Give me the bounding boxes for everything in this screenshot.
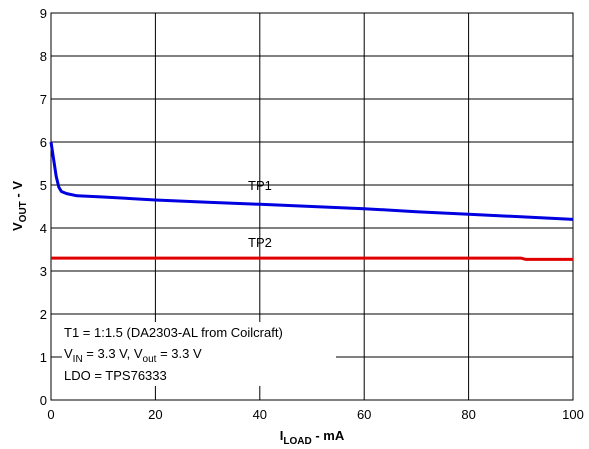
x-axis-label: ILOAD - mA <box>280 428 345 447</box>
annotation-line2-end: = 3.3 V <box>156 346 201 361</box>
tp2-label: TP2 <box>248 235 272 250</box>
y-tick-label: 1 <box>40 350 47 365</box>
y-tick-label: 6 <box>40 135 47 150</box>
x-tick-label: 100 <box>562 407 584 422</box>
x-tick-labels: 0 20 40 60 80 100 <box>47 407 583 422</box>
annotation-line1: T1 = 1:1.5 (DA2303-AL from Coilcraft) <box>64 325 283 340</box>
tp1-label: TP1 <box>248 178 272 193</box>
y-tick-label: 5 <box>40 178 47 193</box>
x-tick-label: 80 <box>461 407 475 422</box>
annotation-line2-v1: V <box>64 346 73 361</box>
series-lines <box>49 141 574 261</box>
x-tick-label: 60 <box>357 407 371 422</box>
x-axis-label-main: I <box>280 428 284 443</box>
y-tick-label: 9 <box>40 6 47 21</box>
x-tick-label: 20 <box>148 407 162 422</box>
annotation-line3: LDO = TPS76333 <box>64 368 167 383</box>
y-tick-label: 7 <box>40 92 47 107</box>
x-tick-label: 0 <box>47 407 54 422</box>
annotation-box <box>62 322 336 386</box>
x-axis-label-suffix: - mA <box>312 428 345 443</box>
y-axis-label-sub: OUT <box>18 201 29 222</box>
plot-frame <box>50 12 574 401</box>
y-tick-labels: 0 1 2 3 4 5 6 7 8 9 <box>40 6 47 408</box>
y-tick-label: 0 <box>40 393 47 408</box>
y-axis-label: VOUT - V <box>10 181 29 231</box>
series-line-tp1 <box>49 141 574 221</box>
annotation-line2-sub2: out <box>143 354 157 365</box>
series-line-tp2 <box>51 256 573 261</box>
x-axis-label-sub: LOAD <box>283 436 311 447</box>
y-tick-label: 8 <box>40 49 47 64</box>
annotation-line2: VIN = 3.3 V, Vout = 3.3 V <box>64 346 202 365</box>
annotation-line2-mid: = 3.3 V, V <box>83 346 143 361</box>
y-axis-label-main: V <box>10 222 25 231</box>
x-tick-label: 40 <box>253 407 267 422</box>
annotation-line2-sub1: IN <box>73 354 83 365</box>
y-tick-label: 2 <box>40 307 47 322</box>
y-tick-label: 3 <box>40 264 47 279</box>
y-axis-label-suffix: - V <box>10 181 25 202</box>
y-tick-label: 4 <box>40 221 47 236</box>
